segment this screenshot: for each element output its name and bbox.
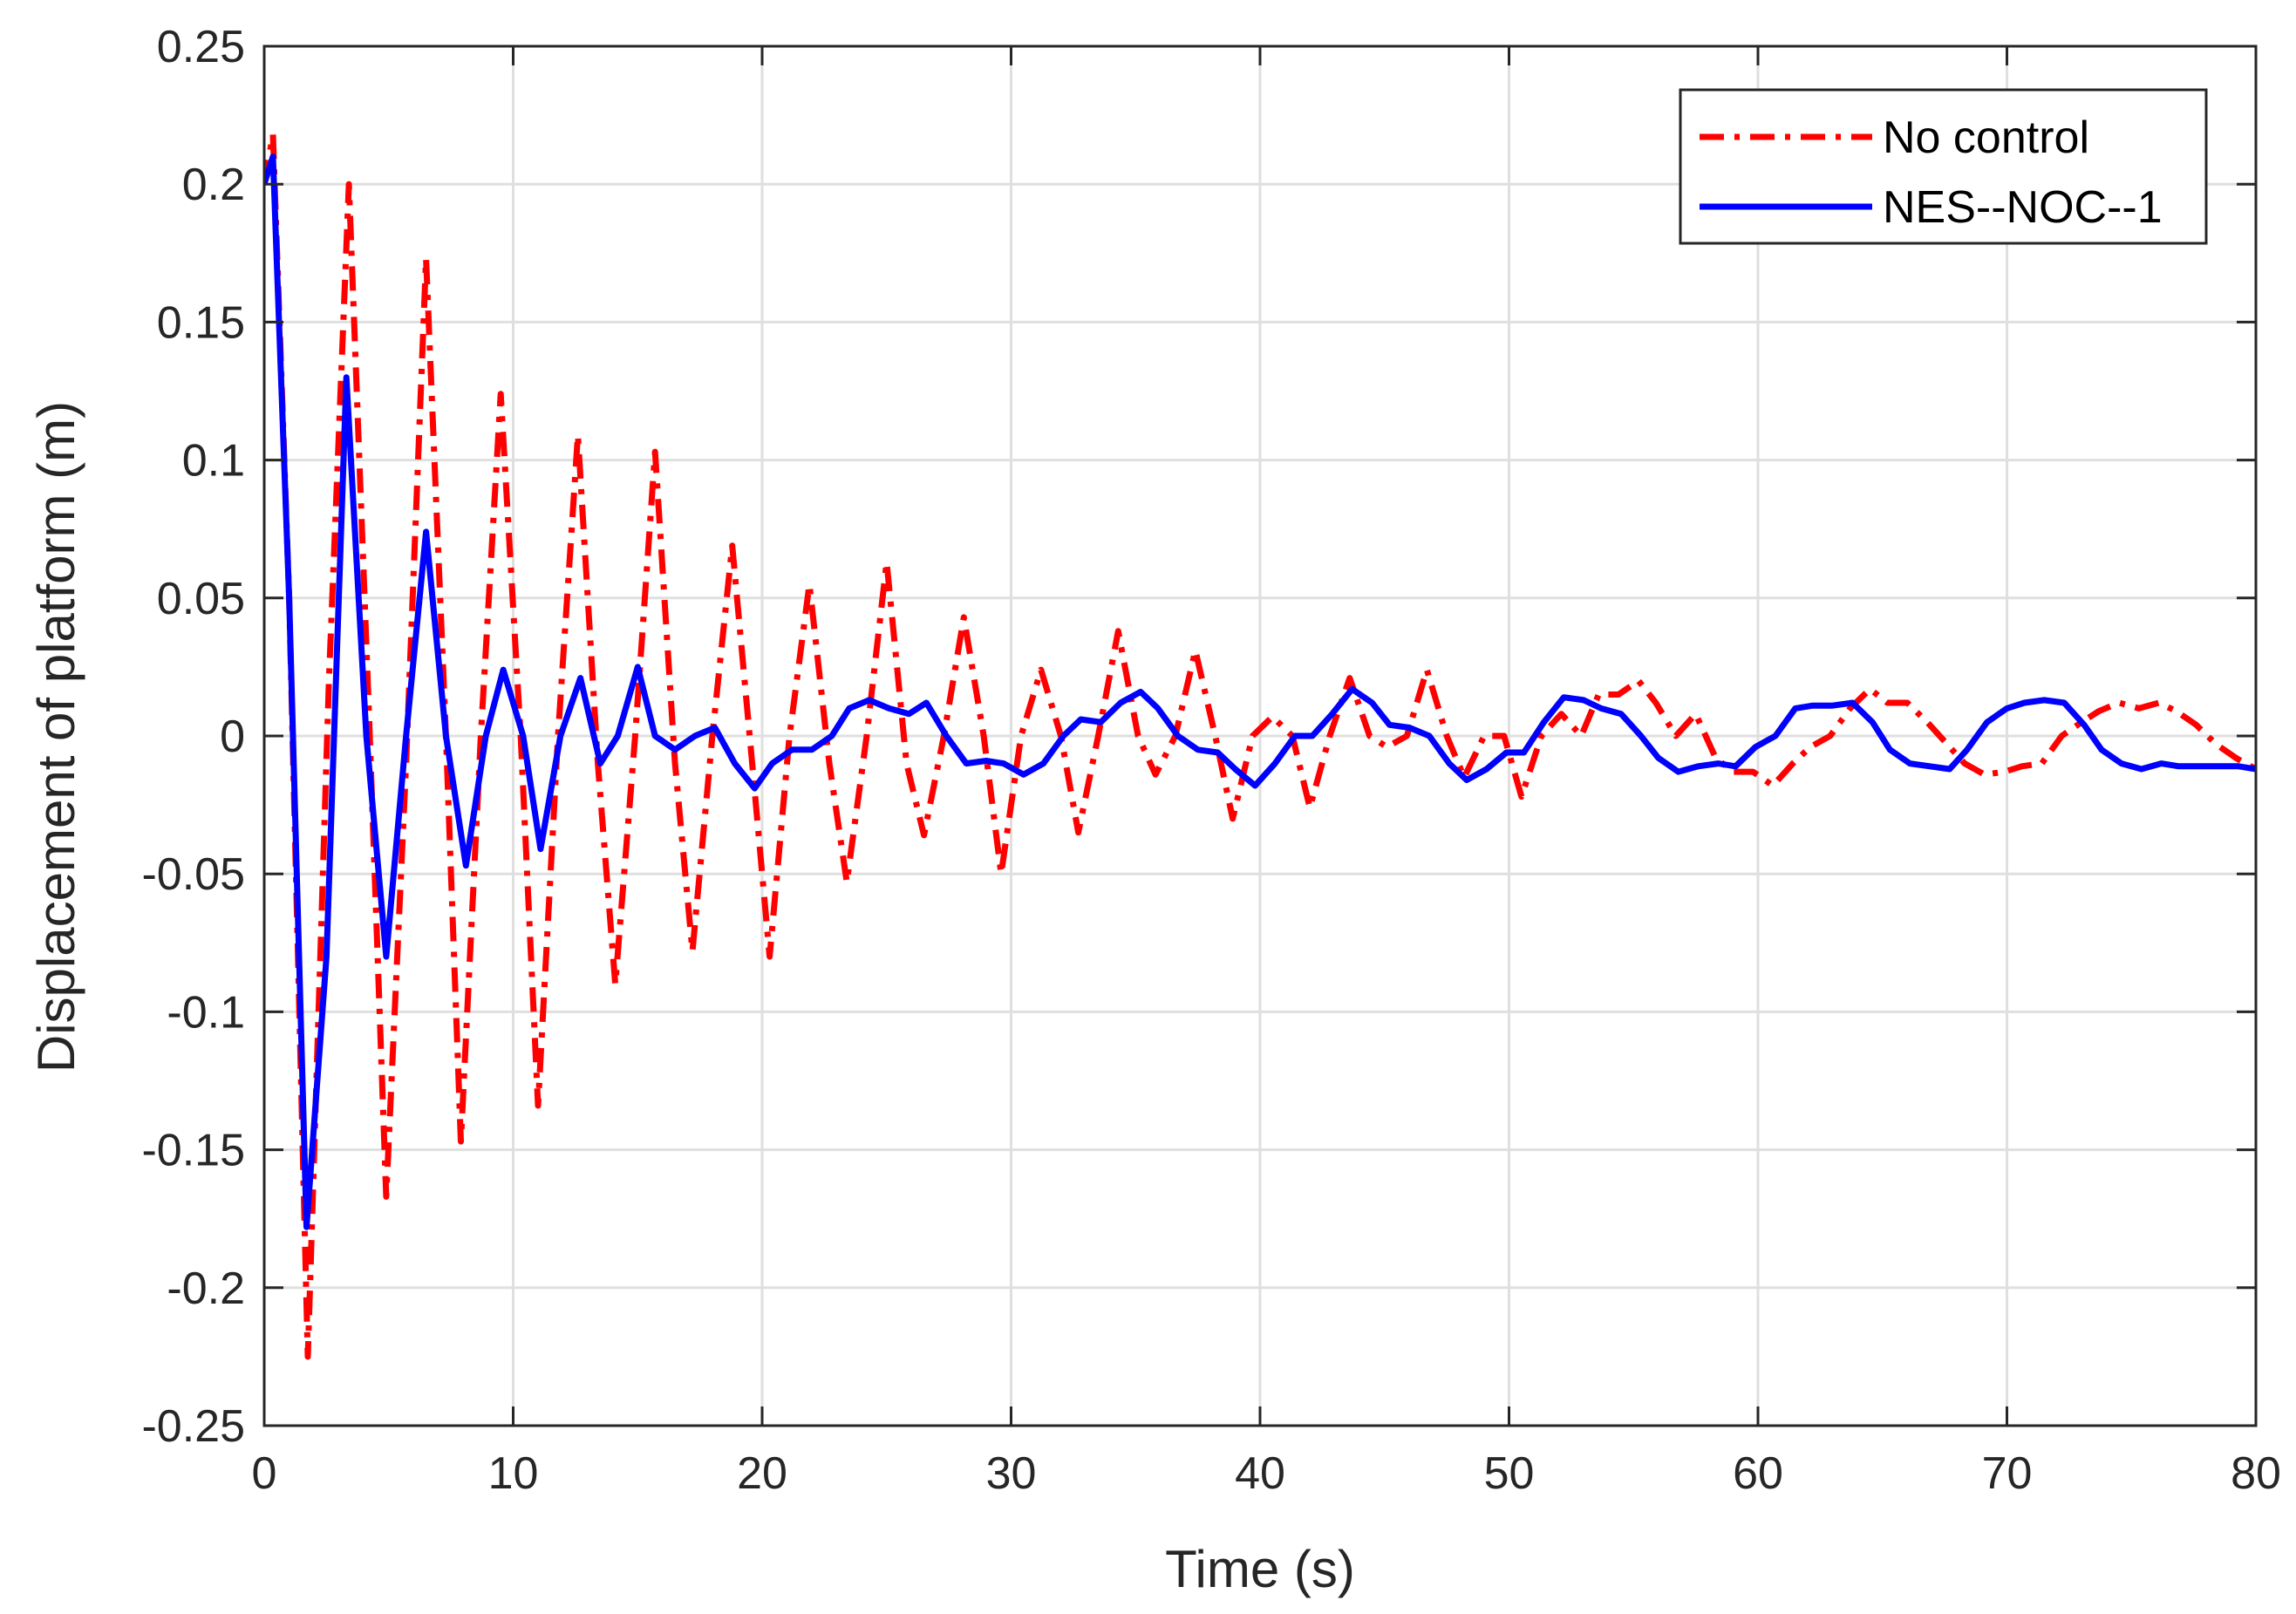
y-tick-label: 0.25 (157, 22, 245, 72)
y-tick-label: -0.2 (167, 1263, 245, 1314)
y-tick-label: -0.05 (141, 849, 245, 900)
y-axis-title: Displacement of platform (m) (27, 401, 85, 1073)
ticks-layer: 0 10 20 30 40 50 60 70 80 0.25 0.2 0.15 0.1 0.05 0 -0.0… (141, 22, 2280, 1499)
y-tick-label: 0 (220, 712, 245, 762)
legend: No control NES--NOC--1 (1679, 88, 2208, 245)
y-tick-label: 0.1 (182, 436, 245, 487)
x-tick-label: 0 (252, 1448, 277, 1499)
x-tick-label: 30 (986, 1448, 1037, 1499)
y-tick-label: -0.15 (141, 1126, 245, 1176)
x-tick-label: 60 (1733, 1448, 1783, 1499)
y-tick-label: 0.2 (182, 160, 245, 210)
y-tick-label: -0.25 (141, 1401, 245, 1452)
series-line-nes-noc-1 (264, 153, 2256, 1230)
series-line-no-control (264, 131, 2256, 1360)
x-tick-label: 40 (1235, 1448, 1285, 1499)
y-tick-label: 0.05 (157, 574, 245, 624)
x-tick-label: 80 (2231, 1448, 2281, 1499)
x-tick-label: 70 (1982, 1448, 2033, 1499)
series-layer (264, 131, 2256, 1360)
x-tick-label: 10 (488, 1448, 539, 1499)
legend-label-nes-noc-1: NES--NOC--1 (1883, 182, 2163, 233)
y-tick-label: -0.1 (167, 987, 245, 1038)
y-tick-label: 0.15 (157, 297, 245, 348)
legend-label-no-control: No control (1883, 112, 2089, 163)
x-axis-title: Time (s) (1165, 1540, 1355, 1598)
legend-box (1679, 88, 2208, 245)
x-tick-label: 50 (1484, 1448, 1535, 1499)
x-tick-label: 20 (737, 1448, 787, 1499)
